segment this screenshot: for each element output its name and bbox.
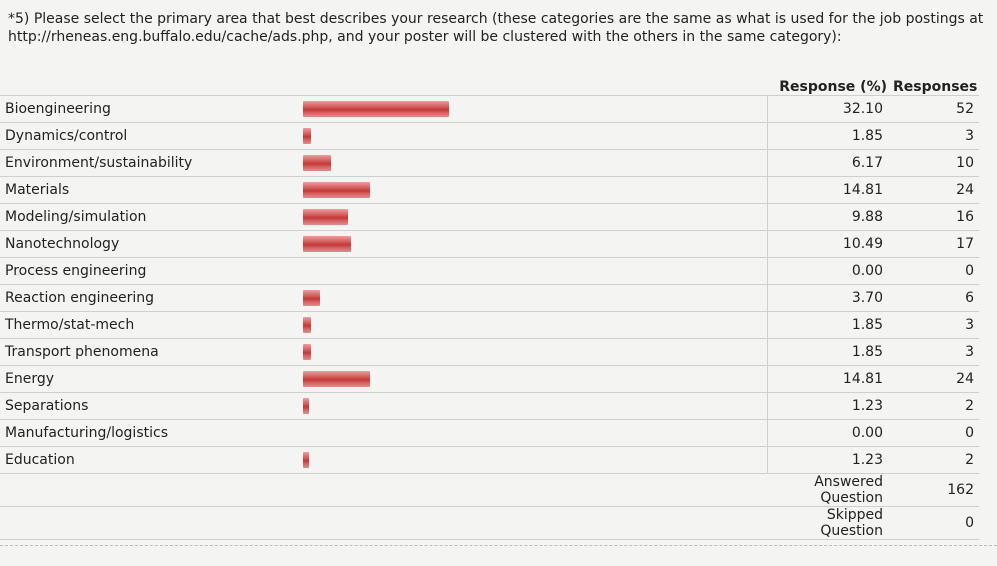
row-response-count: 6 — [893, 284, 979, 312]
row-label: Separations — [0, 392, 303, 420]
row-bar-cell — [303, 338, 767, 366]
row-label: Education — [0, 446, 303, 474]
table-row: Nanotechnology 10.49 17 — [0, 230, 979, 258]
row-bar-cell — [303, 95, 767, 123]
table-row: Dynamics/control 1.85 3 — [0, 122, 979, 150]
row-response-pct: 1.23 — [766, 446, 893, 474]
results-table: Response (%) Responses Bioengineering 32.… — [0, 75, 979, 540]
table-row: Materials 14.81 24 — [0, 176, 979, 204]
table-row: Manufacturing/logistics 0.00 0 — [0, 419, 979, 447]
row-response-pct: 14.81 — [766, 176, 893, 204]
row-response-count: 10 — [893, 149, 979, 177]
row-bar-cell — [303, 365, 767, 393]
percentage-bar — [303, 128, 311, 144]
row-bar-cell — [303, 419, 767, 447]
row-label: Thermo/stat-mech — [0, 311, 303, 339]
percentage-bar — [303, 209, 348, 225]
row-label: Environment/sustainability — [0, 149, 303, 177]
row-label: Transport phenomena — [0, 338, 303, 366]
row-response-pct: 14.81 — [766, 365, 893, 393]
table-row: Environment/sustainability 6.17 10 — [0, 149, 979, 177]
row-bar-cell — [303, 257, 767, 285]
skipped-label: Skipped Question — [767, 506, 893, 540]
table-row: Education 1.23 2 — [0, 446, 979, 474]
answered-label: Answered Question — [767, 473, 893, 507]
row-bar-cell — [303, 311, 767, 339]
row-bar-cell — [303, 446, 767, 474]
summary-body: Answered Question 162 Skipped Question 0 — [0, 473, 979, 540]
row-response-count: 24 — [893, 176, 979, 204]
row-response-pct: 1.23 — [766, 392, 893, 420]
row-response-pct: 3.70 — [766, 284, 893, 312]
row-label: Manufacturing/logistics — [0, 419, 303, 447]
table-row: Modeling/simulation 9.88 16 — [0, 203, 979, 231]
row-bar-cell — [303, 176, 767, 204]
table-row: Separations 1.23 2 — [0, 392, 979, 420]
percentage-bar — [303, 182, 370, 198]
header-responses: Responses — [893, 75, 979, 96]
skipped-value: 0 — [893, 506, 979, 540]
row-response-count: 24 — [893, 365, 979, 393]
table-row: Process engineering 0.00 0 — [0, 257, 979, 285]
table-row: Reaction engineering 3.70 6 — [0, 284, 979, 312]
header-bar-spacer — [303, 75, 767, 96]
table-row: Energy 14.81 24 — [0, 365, 979, 393]
row-response-pct: 6.17 — [766, 149, 893, 177]
row-response-count: 0 — [893, 257, 979, 285]
skipped-row: Skipped Question 0 — [0, 506, 979, 540]
percentage-bar — [303, 290, 320, 306]
table-row: Bioengineering 32.10 52 — [0, 95, 979, 123]
row-response-pct: 1.85 — [766, 338, 893, 366]
header-spacer — [0, 75, 303, 96]
percentage-bar — [303, 155, 331, 171]
row-label: Nanotechnology — [0, 230, 303, 258]
row-label: Energy — [0, 365, 303, 393]
row-response-count: 17 — [893, 230, 979, 258]
results-body: Bioengineering 32.10 52 Dynamics/control 1.8… — [0, 95, 979, 474]
table-header-row: Response (%) Responses — [0, 75, 979, 96]
row-response-count: 3 — [893, 311, 979, 339]
question-text: *5) Please select the primary area that … — [8, 11, 984, 45]
table-row: Transport phenomena 1.85 3 — [0, 338, 979, 366]
row-response-pct: 0.00 — [766, 257, 893, 285]
row-bar-cell — [303, 230, 767, 258]
row-bar-cell — [303, 284, 767, 312]
percentage-bar — [303, 371, 370, 387]
row-bar-cell — [303, 149, 767, 177]
row-response-count: 0 — [893, 419, 979, 447]
row-response-pct: 9.88 — [766, 203, 893, 231]
answered-value: 162 — [893, 473, 979, 507]
header-response-pct: Response (%) — [767, 75, 893, 96]
percentage-bar — [303, 101, 449, 117]
row-response-count: 2 — [893, 446, 979, 474]
row-label: Reaction engineering — [0, 284, 303, 312]
row-response-count: 2 — [893, 392, 979, 420]
row-label: Modeling/simulation — [0, 203, 303, 231]
row-response-count: 3 — [893, 338, 979, 366]
row-label: Materials — [0, 176, 303, 204]
percentage-bar — [303, 452, 309, 468]
percentage-bar — [303, 317, 311, 333]
row-bar-cell — [303, 203, 767, 231]
row-response-pct: 32.10 — [766, 95, 893, 123]
row-response-count: 16 — [893, 203, 979, 231]
percentage-bar — [303, 236, 351, 252]
row-response-count: 52 — [893, 95, 979, 123]
row-response-pct: 0.00 — [766, 419, 893, 447]
row-response-count: 3 — [893, 122, 979, 150]
row-response-pct: 10.49 — [766, 230, 893, 258]
answered-row: Answered Question 162 — [0, 473, 979, 507]
row-bar-cell — [303, 392, 767, 420]
percentage-bar — [303, 398, 309, 414]
row-label: Bioengineering — [0, 95, 303, 123]
row-label: Dynamics/control — [0, 122, 303, 150]
row-response-pct: 1.85 — [766, 311, 893, 339]
row-bar-cell — [303, 122, 767, 150]
dashed-divider — [0, 545, 997, 546]
table-row: Thermo/stat-mech 1.85 3 — [0, 311, 979, 339]
row-label: Process engineering — [0, 257, 303, 285]
row-response-pct: 1.85 — [766, 122, 893, 150]
percentage-bar — [303, 344, 311, 360]
